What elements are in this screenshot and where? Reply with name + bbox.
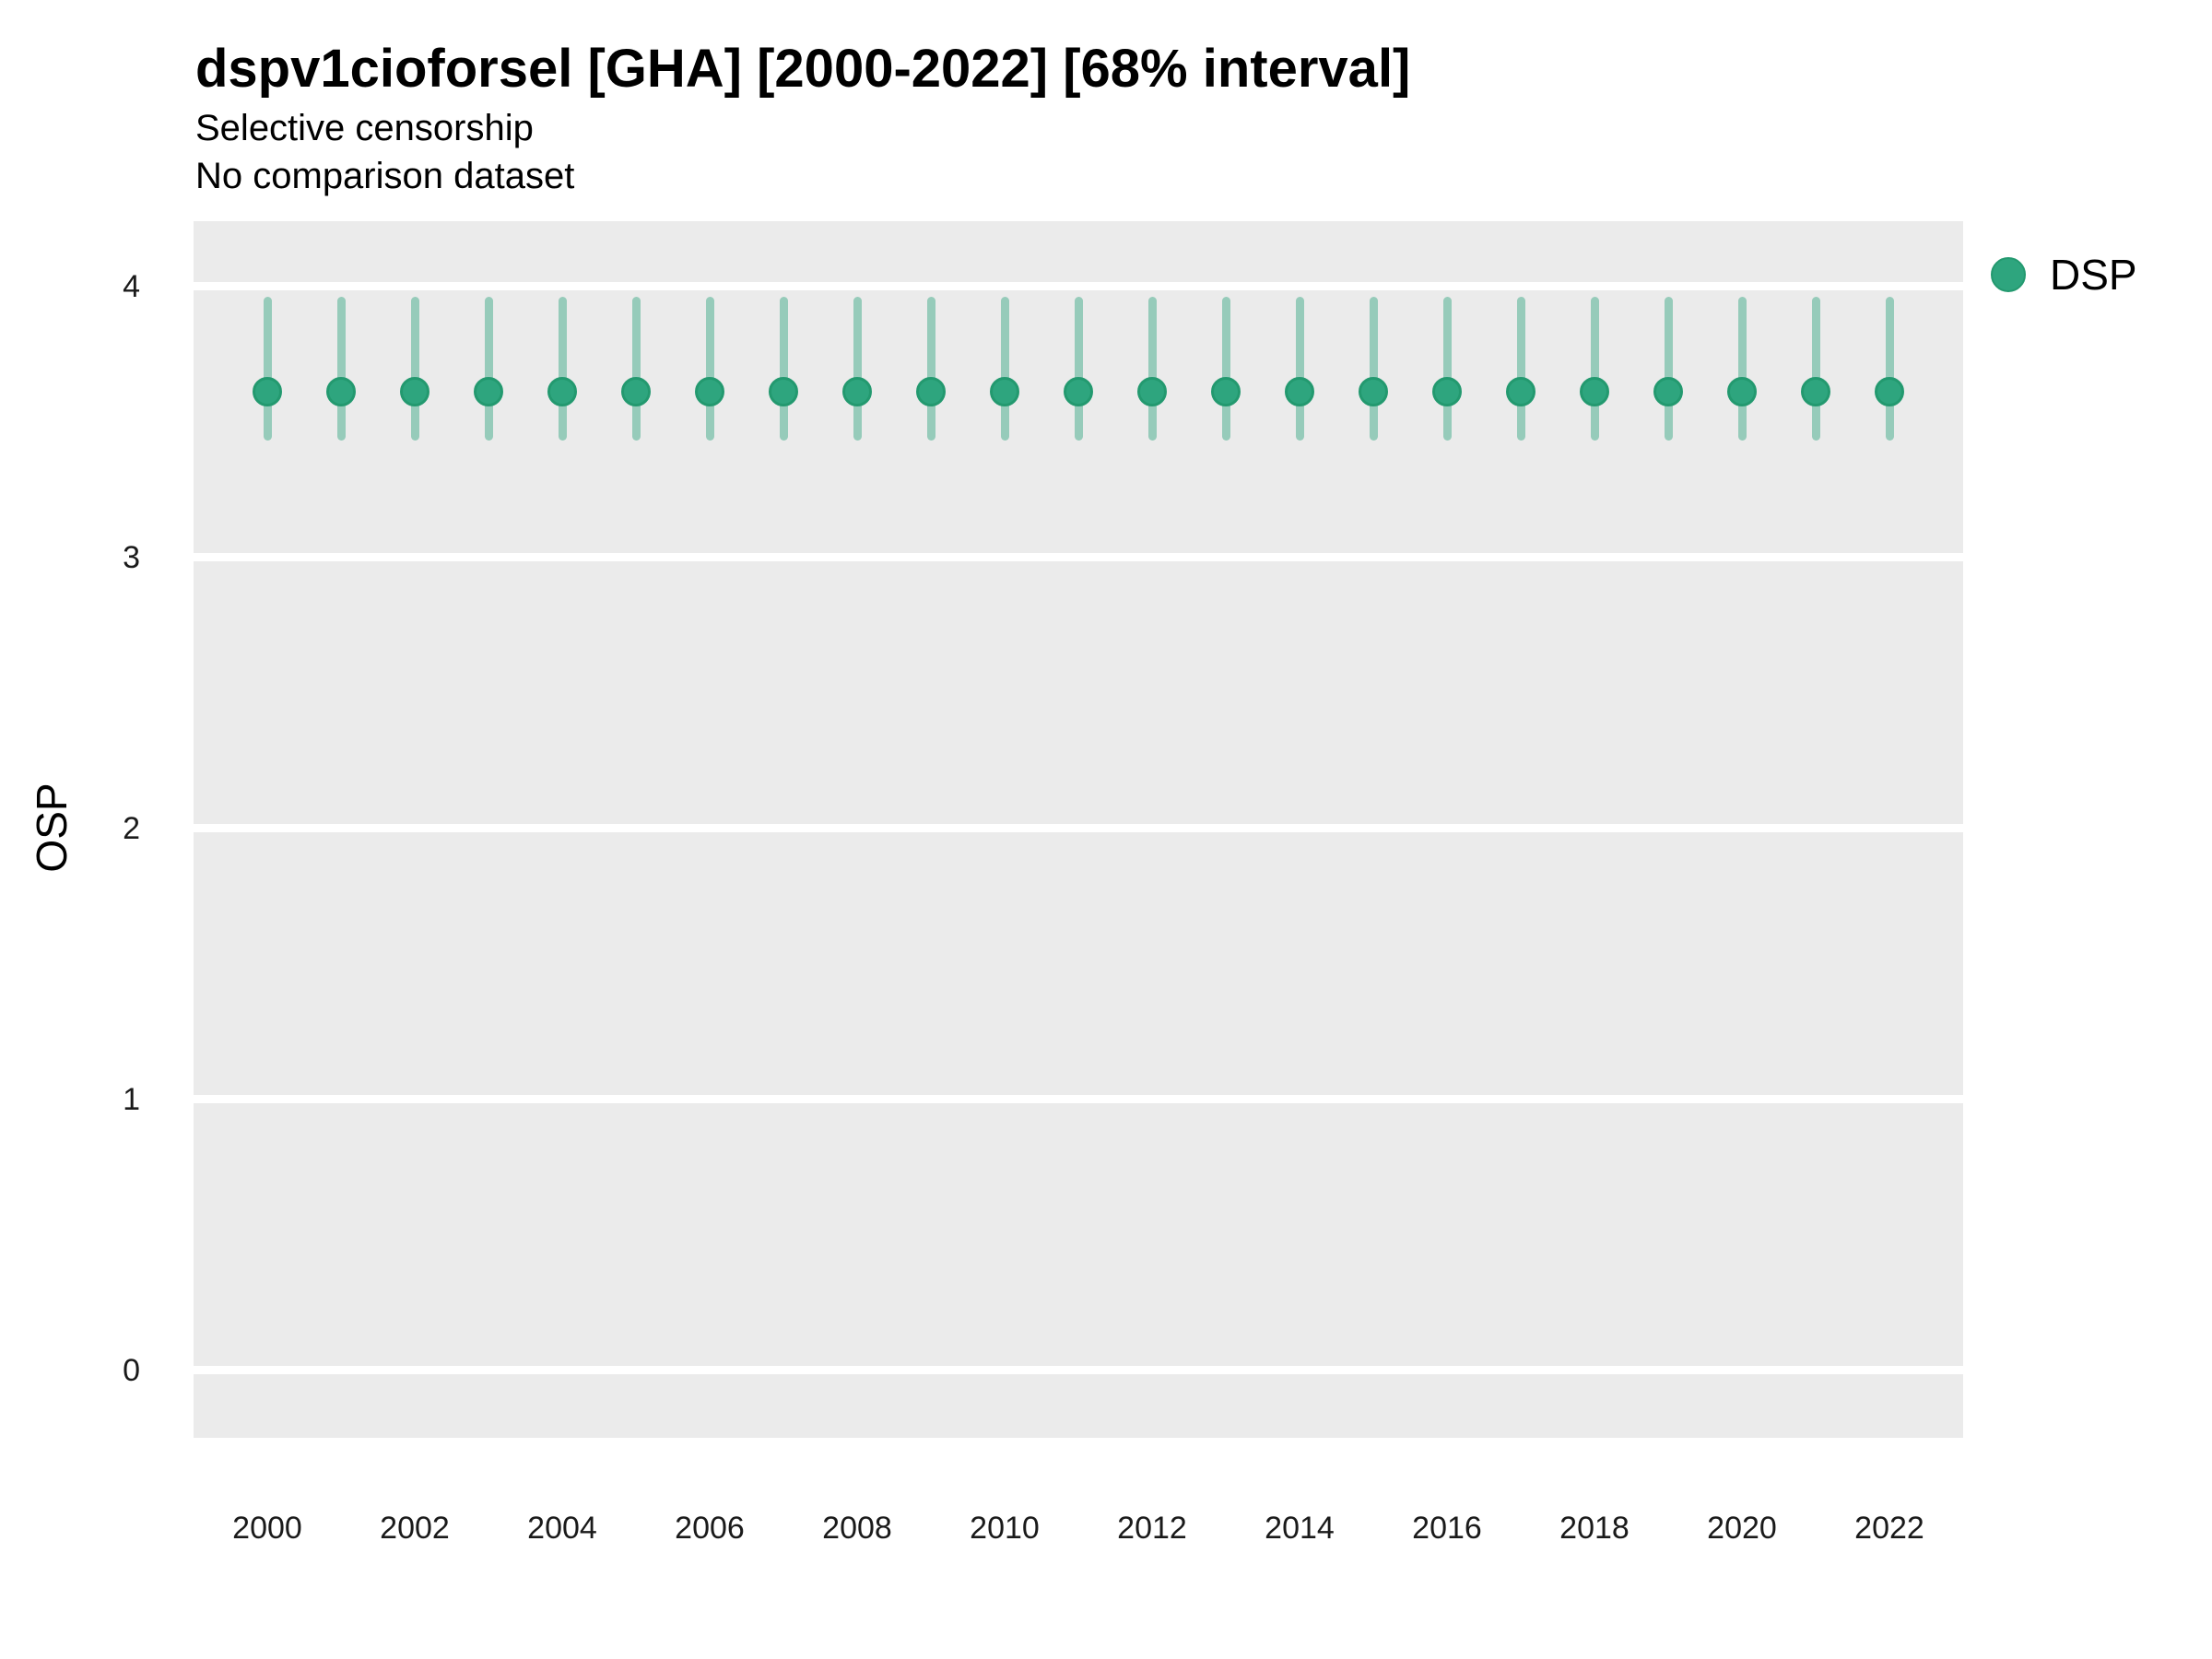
error-bar xyxy=(1811,297,1820,441)
data-point xyxy=(1064,377,1093,407)
error-bar xyxy=(853,297,862,441)
data-point xyxy=(1506,377,1535,407)
data-point xyxy=(695,377,724,407)
x-tick-label: 2018 xyxy=(1559,1511,1630,1546)
error-bar xyxy=(558,297,567,441)
y-tick-label: 4 xyxy=(123,268,140,304)
data-point xyxy=(1211,377,1241,407)
data-point xyxy=(842,377,872,407)
error-bar xyxy=(1516,297,1525,441)
gridline-y-4 xyxy=(194,282,1963,291)
data-point xyxy=(1580,377,1609,407)
error-bar xyxy=(1369,297,1378,441)
x-tick-label: 2008 xyxy=(822,1511,892,1546)
data-point xyxy=(916,377,946,407)
data-point xyxy=(400,377,429,407)
legend-label: DSP xyxy=(2050,251,2137,299)
y-tick-label: 1 xyxy=(123,1081,140,1117)
x-tick-label: 2000 xyxy=(232,1511,302,1546)
data-point xyxy=(1801,377,1830,407)
error-bar xyxy=(1737,297,1747,441)
error-bar xyxy=(631,297,641,441)
data-point xyxy=(621,377,651,407)
chart-subtitle-2: No comparison dataset xyxy=(195,156,575,196)
error-bar xyxy=(1221,297,1230,441)
chart-subtitle: Selective censorship xyxy=(195,108,534,148)
error-bar xyxy=(926,297,935,441)
data-point xyxy=(474,377,503,407)
legend: DSP xyxy=(1991,251,2137,299)
x-tick-label: 2014 xyxy=(1265,1511,1335,1546)
gridline-y-2 xyxy=(194,824,1963,833)
error-bar xyxy=(1664,297,1673,441)
x-tick-label: 2020 xyxy=(1707,1511,1777,1546)
gridline-y-3 xyxy=(194,553,1963,562)
error-bar xyxy=(1885,297,1894,441)
error-bar xyxy=(1147,297,1157,441)
y-tick-label: 0 xyxy=(123,1352,140,1388)
error-bar xyxy=(1000,297,1009,441)
x-tick-label: 2004 xyxy=(527,1511,597,1546)
data-point xyxy=(253,377,282,407)
data-point xyxy=(1653,377,1683,407)
gridline-y-1 xyxy=(194,1095,1963,1104)
data-point xyxy=(1285,377,1314,407)
y-tick-label: 3 xyxy=(123,539,140,575)
error-bar xyxy=(705,297,714,441)
data-point xyxy=(1432,377,1462,407)
x-tick-label: 2012 xyxy=(1117,1511,1187,1546)
y-tick-label: 2 xyxy=(123,810,140,846)
error-bar xyxy=(1590,297,1599,441)
error-bar xyxy=(410,297,419,441)
data-point xyxy=(1137,377,1167,407)
data-point xyxy=(1359,377,1388,407)
error-bar xyxy=(336,297,346,441)
data-point xyxy=(326,377,356,407)
data-point xyxy=(547,377,577,407)
error-bar xyxy=(1074,297,1083,441)
x-tick-label: 2002 xyxy=(380,1511,450,1546)
data-point xyxy=(769,377,798,407)
x-tick-label: 2006 xyxy=(675,1511,745,1546)
error-bar xyxy=(263,297,272,441)
data-point xyxy=(990,377,1019,407)
plot-panel xyxy=(194,221,1963,1438)
legend-point-icon xyxy=(1991,257,2026,292)
x-tick-label: 2022 xyxy=(1854,1511,1924,1546)
gridline-y-0 xyxy=(194,1366,1963,1374)
chart-title: dspv1cioforsel [GHA] [2000-2022] [68% in… xyxy=(195,39,1411,99)
x-tick-label: 2016 xyxy=(1412,1511,1482,1546)
error-bar xyxy=(484,297,493,441)
error-bar xyxy=(1442,297,1452,441)
x-tick-label: 2010 xyxy=(970,1511,1040,1546)
error-bar xyxy=(779,297,788,441)
data-point xyxy=(1875,377,1904,407)
error-bar xyxy=(1295,297,1304,441)
data-point xyxy=(1727,377,1757,407)
